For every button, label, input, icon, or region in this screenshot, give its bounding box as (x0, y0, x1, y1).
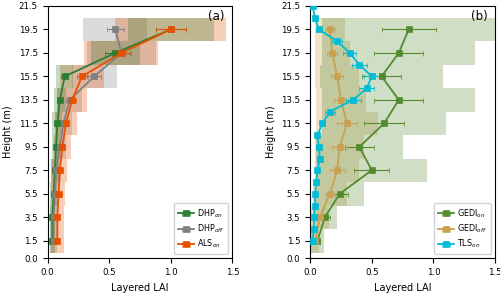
X-axis label: Layered LAI: Layered LAI (111, 283, 168, 293)
Y-axis label: Height (m): Height (m) (266, 106, 276, 159)
Text: (a): (a) (208, 10, 225, 23)
Text: (b): (b) (471, 10, 488, 23)
Y-axis label: Height (m): Height (m) (3, 106, 13, 159)
X-axis label: Layered LAI: Layered LAI (374, 283, 432, 293)
Legend: GEDI$_{on}$, GEDI$_{off}$, TLS$_{on}$: GEDI$_{on}$, GEDI$_{off}$, TLS$_{on}$ (434, 203, 491, 254)
Legend: DHP$_{on}$, DHP$_{off}$, ALS$_{on}$: DHP$_{on}$, DHP$_{off}$, ALS$_{on}$ (174, 203, 229, 254)
